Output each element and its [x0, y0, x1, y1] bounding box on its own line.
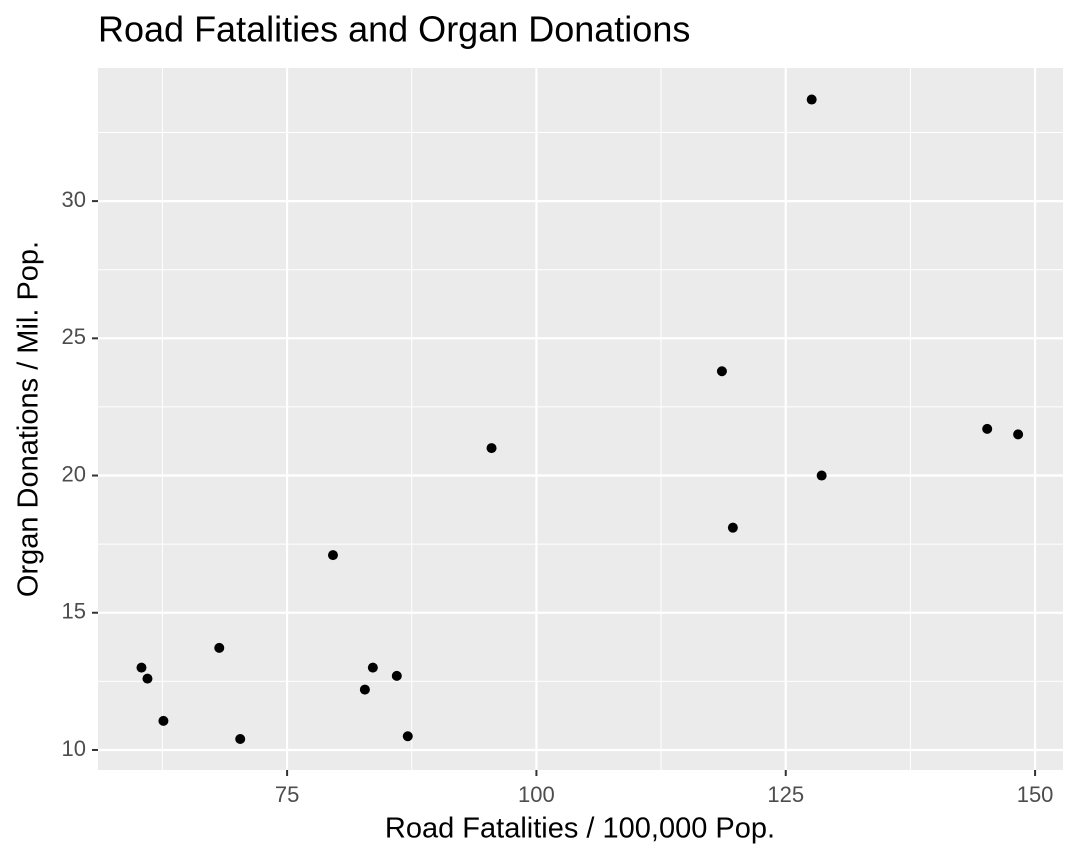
y-tick-label: 25 [62, 324, 86, 349]
y-axis-label: Organ Donations / Mil. Pop. [13, 241, 45, 597]
point [391, 670, 402, 681]
point [816, 470, 827, 481]
point [367, 662, 378, 673]
point [727, 522, 738, 533]
x-tick-label: 100 [518, 782, 555, 807]
y-tick-label: 30 [62, 187, 86, 212]
y-tick-label: 20 [62, 461, 86, 486]
point [158, 715, 169, 726]
y-tick-label: 15 [62, 599, 86, 624]
x-tick-label: 75 [275, 782, 299, 807]
point [1013, 429, 1024, 440]
point [359, 684, 370, 695]
x-tick-label: 150 [1017, 782, 1054, 807]
x-tick-label: 125 [767, 782, 804, 807]
plot-panel [98, 68, 1063, 770]
chart-title: Road Fatalities and Organ Donations [98, 9, 690, 50]
x-axis-label: Road Fatalities / 100,000 Pop. [385, 813, 775, 845]
point [214, 642, 225, 653]
point [806, 94, 817, 105]
point [327, 550, 338, 561]
point [486, 443, 497, 454]
point [716, 366, 727, 377]
y-tick-label: 10 [62, 736, 86, 761]
point [402, 731, 413, 742]
point [982, 423, 993, 434]
point [142, 673, 153, 684]
point [136, 662, 147, 673]
point [235, 733, 246, 744]
